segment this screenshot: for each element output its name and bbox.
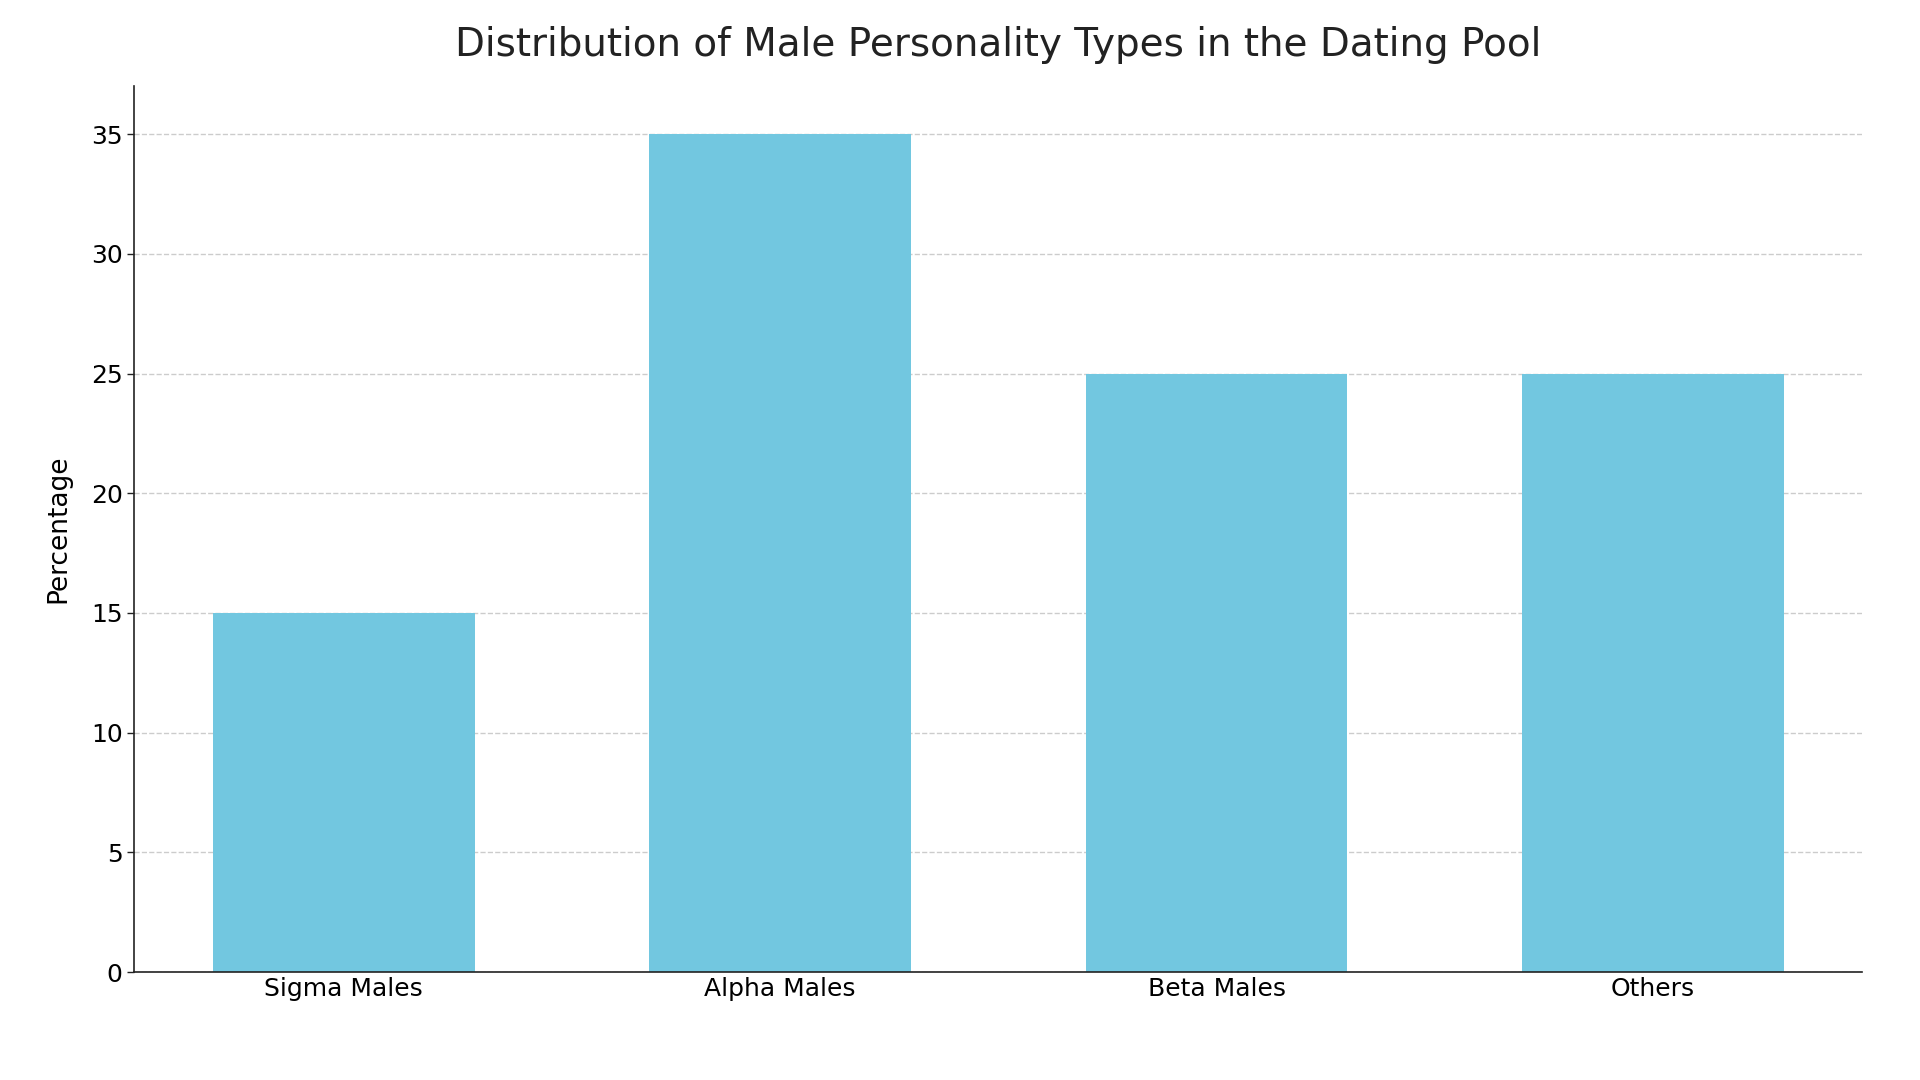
Bar: [213, 613, 474, 972]
Y-axis label: Percentage: Percentage: [46, 455, 71, 604]
Bar: [1523, 374, 1784, 972]
Title: Distribution of Male Personality Types in the Dating Pool: Distribution of Male Personality Types i…: [455, 26, 1542, 64]
Bar: [649, 134, 912, 972]
Bar: [1085, 374, 1348, 972]
